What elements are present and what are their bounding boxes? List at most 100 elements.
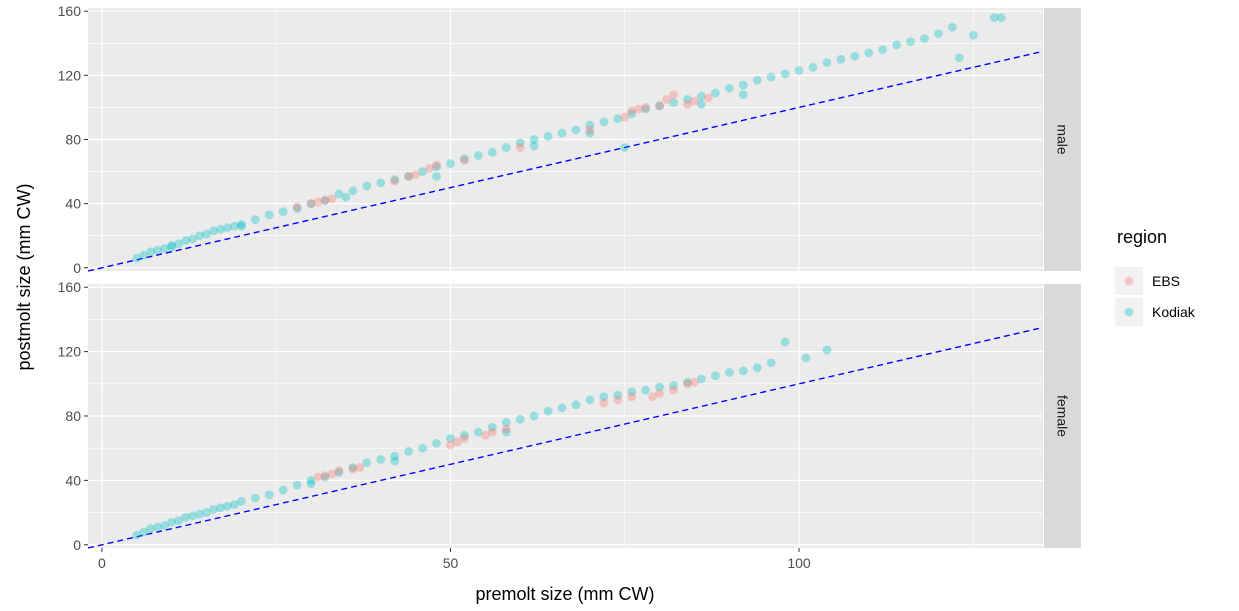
- point-kodiak: [585, 128, 595, 138]
- point-kodiak: [501, 427, 511, 437]
- point-kodiak: [822, 345, 832, 355]
- facet-strip-label: male: [1055, 124, 1071, 155]
- point-kodiak: [487, 147, 497, 157]
- point-kodiak: [195, 509, 204, 519]
- point-kodiak: [160, 521, 170, 530]
- facet-strip-label: female: [1055, 395, 1071, 437]
- point-kodiak: [989, 13, 999, 23]
- point-kodiak: [320, 196, 330, 205]
- point-ebs: [425, 163, 434, 173]
- point-ebs: [683, 379, 692, 389]
- point-ebs: [613, 395, 623, 405]
- y-tick-label: 160: [58, 3, 82, 19]
- point-kodiak: [341, 192, 351, 202]
- point-ebs: [683, 99, 692, 109]
- point-kodiak: [529, 135, 539, 144]
- point-kodiak: [264, 210, 274, 220]
- point-ebs: [453, 437, 462, 447]
- x-tick-label: 50: [443, 555, 459, 571]
- point-kodiak: [188, 511, 197, 521]
- point-ebs: [641, 103, 651, 112]
- point-ebs: [327, 469, 337, 479]
- point-kodiak: [404, 447, 414, 456]
- point-kodiak: [920, 34, 929, 43]
- point-kodiak: [306, 479, 316, 489]
- point-kodiak: [278, 207, 288, 217]
- point-kodiak: [174, 239, 184, 249]
- point-ebs: [432, 160, 441, 170]
- x-tick-label: 100: [787, 555, 811, 571]
- point-kodiak: [250, 215, 260, 225]
- point-kodiak: [996, 13, 1006, 23]
- y-tick-label: 0: [73, 537, 81, 553]
- point-kodiak: [236, 221, 246, 231]
- point-ebs: [669, 385, 678, 395]
- facet-strip: [1044, 8, 1081, 271]
- point-kodiak: [780, 69, 790, 79]
- point-kodiak: [724, 83, 734, 93]
- point-kodiak: [487, 422, 497, 432]
- point-kodiak: [571, 400, 581, 410]
- point-kodiak: [501, 143, 511, 152]
- point-kodiak: [139, 527, 149, 537]
- point-kodiak: [348, 463, 358, 472]
- point-kodiak: [418, 443, 427, 453]
- point-kodiak: [167, 517, 177, 527]
- point-ebs: [306, 199, 316, 209]
- point-kodiak: [669, 98, 678, 108]
- point-ebs: [446, 440, 455, 450]
- point-kodiak: [146, 247, 156, 257]
- point-kodiak: [557, 128, 567, 138]
- point-kodiak: [306, 475, 316, 485]
- point-ebs: [648, 392, 658, 402]
- point-ebs: [690, 377, 699, 387]
- point-kodiak: [209, 226, 218, 236]
- point-kodiak: [320, 472, 330, 482]
- point-kodiak: [697, 99, 706, 109]
- point-kodiak: [571, 125, 581, 135]
- point-kodiak: [278, 485, 288, 495]
- point-kodiak: [850, 51, 860, 61]
- point-kodiak: [376, 178, 386, 188]
- point-ebs: [655, 389, 665, 398]
- point-kodiak: [167, 242, 177, 252]
- point-kodiak: [153, 522, 163, 532]
- point-kodiak: [376, 455, 386, 464]
- point-kodiak: [181, 513, 190, 522]
- point-kodiak: [174, 516, 184, 526]
- point-kodiak: [752, 363, 762, 373]
- y-tick-label: 120: [58, 344, 82, 360]
- point-kodiak: [216, 503, 225, 513]
- point-kodiak: [195, 231, 204, 241]
- point-kodiak: [223, 501, 232, 511]
- point-kodiak: [515, 138, 525, 148]
- point-ebs: [355, 463, 365, 472]
- facet-female: 0 40 80 120 160 female 0 50 100: [58, 279, 1081, 571]
- point-kodiak: [627, 109, 637, 119]
- facet-panels: 0 40 80 120 160 male 0 40 80 120 160 female 0 50 100: [58, 3, 1081, 571]
- point-kodiak: [390, 175, 400, 184]
- point-kodiak: [132, 253, 142, 263]
- point-kodiak: [557, 403, 567, 413]
- point-kodiak: [968, 30, 978, 40]
- point-kodiak: [216, 224, 225, 234]
- point-ebs: [390, 176, 400, 186]
- legend-title: region: [1117, 227, 1167, 247]
- reference-line: [87, 326, 1044, 549]
- point-kodiak: [390, 456, 400, 466]
- point-ebs: [487, 427, 497, 437]
- point-kodiak: [954, 53, 964, 63]
- point-kodiak: [724, 368, 734, 377]
- y-tick-label: 120: [58, 67, 82, 83]
- point-kodiak: [181, 236, 190, 245]
- point-kodiak: [697, 374, 706, 384]
- point-kodiak: [766, 358, 776, 368]
- point-kodiak: [529, 141, 539, 151]
- point-kodiak: [683, 95, 692, 104]
- point-kodiak: [334, 467, 344, 477]
- point-ebs: [585, 125, 595, 135]
- point-kodiak: [146, 524, 156, 534]
- point-kodiak: [229, 500, 239, 509]
- point-ebs: [411, 170, 421, 180]
- point-ebs: [313, 472, 323, 482]
